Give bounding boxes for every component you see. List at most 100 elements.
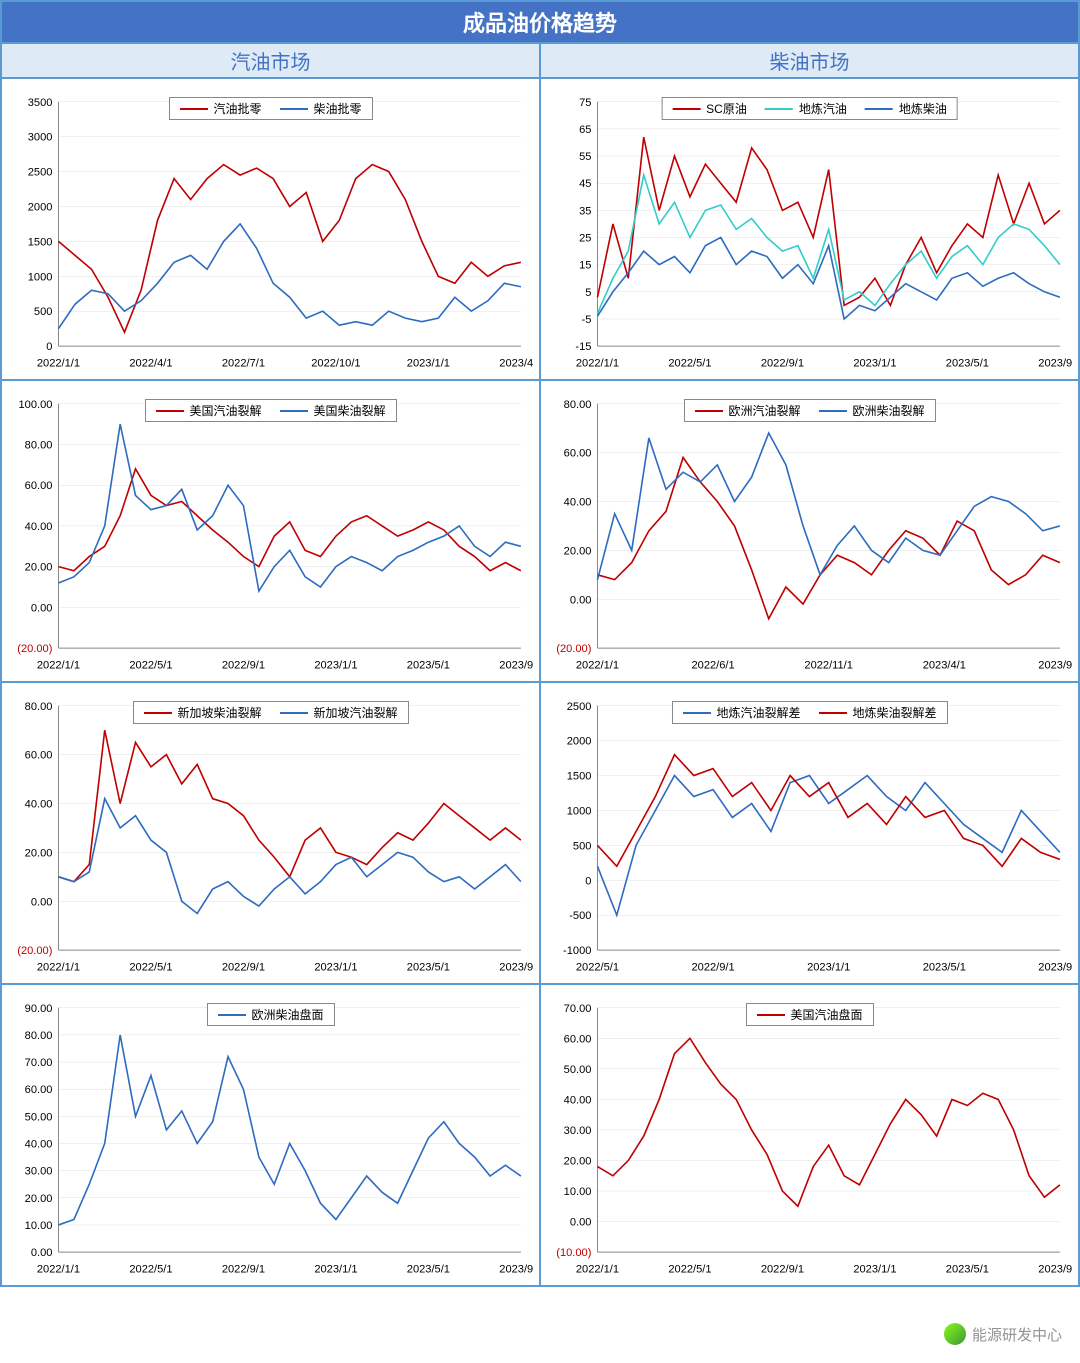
svg-text:2023/1/1: 2023/1/1	[853, 1263, 896, 1275]
svg-text:50.00: 50.00	[25, 1111, 53, 1123]
legend-item: 美国柴油裂解	[280, 402, 386, 419]
svg-text:0: 0	[585, 875, 591, 887]
svg-text:20.00: 20.00	[25, 562, 53, 574]
legend: 汽油批零 柴油批零	[168, 97, 372, 120]
legend-item: 汽油批零	[179, 100, 261, 117]
svg-text:2023/5/1: 2023/5/1	[946, 1263, 989, 1275]
svg-text:80.00: 80.00	[25, 701, 53, 713]
svg-text:20.00: 20.00	[564, 545, 592, 557]
chart-cell: 汽油批零 柴油批零 050010001500200025003000350020…	[2, 79, 541, 379]
svg-text:2022/1/1: 2022/1/1	[576, 1263, 619, 1275]
svg-text:0.00: 0.00	[31, 1247, 53, 1259]
legend-item: 新加坡汽油裂解	[280, 704, 398, 721]
legend-swatch	[694, 410, 722, 412]
svg-text:2022/5/1: 2022/5/1	[668, 357, 711, 369]
svg-text:2022/9/1: 2022/9/1	[222, 961, 265, 973]
chart-c4: (20.00)0.0020.0040.0060.0080.002022/1/12…	[8, 691, 533, 979]
svg-text:2023/4/1: 2023/4/1	[499, 357, 533, 369]
svg-text:10.00: 10.00	[25, 1220, 53, 1232]
svg-text:2022/1/1: 2022/1/1	[37, 1263, 80, 1275]
legend-item: 美国汽油盘面	[756, 1006, 862, 1023]
legend: 新加坡柴油裂解 新加坡汽油裂解	[132, 701, 408, 724]
svg-text:2023/1/1: 2023/1/1	[807, 961, 850, 973]
chart-cell: 欧洲柴油盘面 0.0010.0020.0030.0040.0050.0060.0…	[2, 985, 541, 1285]
svg-text:2023/5/1: 2023/5/1	[407, 961, 450, 973]
svg-text:-1000: -1000	[563, 945, 591, 957]
svg-text:20.00: 20.00	[564, 1156, 592, 1168]
legend: 地炼汽油裂解差 地炼柴油裂解差	[671, 701, 947, 724]
svg-text:2022/9/1: 2022/9/1	[761, 357, 804, 369]
svg-text:2023/9/1: 2023/9/1	[499, 961, 533, 973]
svg-text:2023/1/1: 2023/1/1	[314, 961, 357, 973]
chart-cell: 欧洲汽油裂解 欧洲柴油裂解 (20.00)0.0020.0040.0060.00…	[541, 381, 1078, 681]
svg-text:40.00: 40.00	[25, 521, 53, 533]
title-bar: 成品油价格趋势	[2, 2, 1078, 44]
chart-cell: 美国汽油盘面 (10.00)0.0010.0020.0030.0040.0050…	[541, 985, 1078, 1285]
legend-label: 地炼汽油	[799, 100, 847, 117]
svg-text:2023/5/1: 2023/5/1	[407, 1263, 450, 1275]
legend-swatch	[217, 1014, 245, 1016]
svg-text:2023/5/1: 2023/5/1	[946, 357, 989, 369]
legend-swatch	[672, 108, 700, 110]
svg-text:2022/9/1: 2022/9/1	[222, 1263, 265, 1275]
svg-text:1500: 1500	[28, 236, 53, 248]
legend-label: 地炼柴油	[899, 100, 947, 117]
svg-text:-500: -500	[569, 910, 591, 922]
svg-text:20.00: 20.00	[25, 1193, 53, 1205]
svg-text:(20.00): (20.00)	[17, 643, 52, 655]
svg-text:2022/1/1: 2022/1/1	[576, 659, 619, 671]
svg-text:0: 0	[46, 341, 52, 353]
chart-row: 汽油批零 柴油批零 050010001500200025003000350020…	[2, 79, 1078, 381]
legend-label: 新加坡柴油裂解	[177, 704, 261, 721]
chart-row: 美国汽油裂解 美国柴油裂解 (20.00)0.0020.0040.0060.00…	[2, 381, 1078, 683]
svg-text:5: 5	[585, 287, 591, 299]
svg-text:2022/1/1: 2022/1/1	[576, 357, 619, 369]
legend-swatch	[765, 108, 793, 110]
subheader-right: 柴油市场	[541, 44, 1078, 79]
svg-text:40.00: 40.00	[564, 1094, 592, 1106]
svg-text:2022/11/1: 2022/11/1	[804, 659, 853, 671]
svg-text:2000: 2000	[567, 736, 592, 748]
chart-c6: 0.0010.0020.0030.0040.0050.0060.0070.008…	[8, 993, 533, 1281]
wechat-icon	[944, 1323, 966, 1345]
svg-text:65: 65	[579, 124, 591, 136]
svg-text:60.00: 60.00	[25, 480, 53, 492]
svg-text:60.00: 60.00	[25, 1084, 53, 1096]
svg-text:0.00: 0.00	[31, 896, 53, 908]
legend-item: SC原油	[672, 100, 747, 117]
chart-cell: 美国汽油裂解 美国柴油裂解 (20.00)0.0020.0040.0060.00…	[2, 381, 541, 681]
svg-text:2023/9/1: 2023/9/1	[1038, 961, 1072, 973]
svg-text:2023/1/1: 2023/1/1	[853, 357, 896, 369]
svg-text:40.00: 40.00	[25, 1139, 53, 1151]
svg-text:2022/1/1: 2022/1/1	[37, 357, 80, 369]
svg-text:2022/10/1: 2022/10/1	[311, 357, 360, 369]
legend-label: 新加坡汽油裂解	[314, 704, 398, 721]
legend-swatch	[819, 712, 847, 714]
legend-item: 欧洲汽油裂解	[694, 402, 800, 419]
legend: 美国汽油盘面	[745, 1003, 873, 1026]
svg-text:2023/9/1: 2023/9/1	[1038, 659, 1072, 671]
svg-text:500: 500	[34, 306, 53, 318]
svg-text:50.00: 50.00	[564, 1064, 592, 1076]
legend-swatch	[179, 108, 207, 110]
legend-item: 地炼汽油	[765, 100, 847, 117]
svg-text:60.00: 60.00	[25, 750, 53, 762]
svg-text:0.00: 0.00	[570, 594, 592, 606]
svg-text:2023/9/1: 2023/9/1	[499, 659, 533, 671]
svg-text:90.00: 90.00	[25, 1003, 53, 1015]
legend-label: 柴油批零	[314, 100, 362, 117]
svg-text:2000: 2000	[28, 202, 53, 214]
svg-text:-15: -15	[575, 341, 591, 353]
svg-text:75: 75	[579, 97, 591, 109]
svg-text:2022/4/1: 2022/4/1	[129, 357, 172, 369]
legend-label: 欧洲汽油裂解	[728, 402, 800, 419]
svg-text:35: 35	[579, 205, 591, 217]
svg-text:2023/1/1: 2023/1/1	[407, 357, 450, 369]
svg-text:30.00: 30.00	[564, 1125, 592, 1137]
watermark-text: 能源研发中心	[972, 1324, 1062, 1345]
chart-c0: 05001000150020002500300035002022/1/12022…	[8, 87, 533, 375]
svg-text:25: 25	[579, 233, 591, 245]
chart-c5: -1000-500050010001500200025002022/5/1202…	[547, 691, 1072, 979]
svg-text:0.00: 0.00	[570, 1217, 592, 1229]
svg-text:80.00: 80.00	[25, 1030, 53, 1042]
